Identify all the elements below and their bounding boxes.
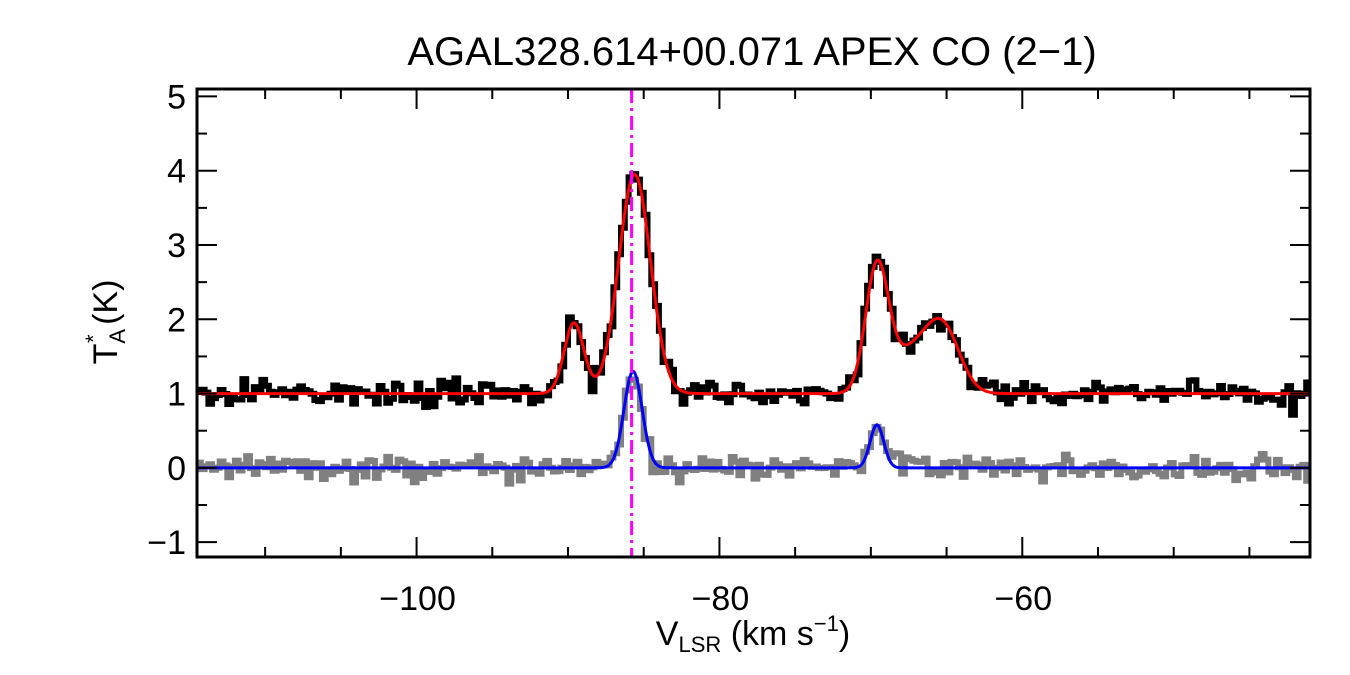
x-axis-label-close: )	[839, 615, 850, 653]
y-axis-label-sub: A	[105, 329, 130, 344]
series-layer	[197, 171, 1310, 487]
y-tick-label: −1	[147, 524, 186, 562]
y-tick-label: 0	[167, 450, 186, 488]
x-axis-label-rest: (km s	[721, 615, 814, 653]
fit-line-3	[197, 369, 1310, 470]
x-axis-label-sup: −1	[814, 611, 839, 636]
y-tick-label: 2	[167, 301, 186, 339]
axis-ticks	[197, 89, 1310, 557]
y-tick-labels: −1 0 1 2 3 4 5	[147, 78, 186, 562]
x-tick-label: −100	[379, 580, 456, 618]
y-tick-label: 3	[167, 227, 186, 265]
y-tick-label: 5	[167, 78, 186, 116]
y-axis-label-sup: *	[81, 334, 106, 343]
y-axis-label-rest: (K)	[87, 280, 125, 335]
plot-area	[195, 87, 1312, 559]
fit-line-1	[197, 172, 1310, 396]
y-axis-label-main: T	[87, 344, 125, 365]
x-tick-label: −80	[692, 580, 750, 618]
y-axis-label: TA* (K)	[81, 280, 130, 365]
series-line-0	[197, 171, 1310, 418]
y-tick-label: 4	[167, 153, 186, 191]
x-tick-labels: −100 −80 −60	[379, 580, 1052, 618]
x-axis-label-main: V	[656, 615, 679, 653]
plot-frame	[195, 87, 1312, 559]
y-tick-label: 1	[167, 376, 186, 414]
x-axis-label: VLSR (km s−1)	[656, 611, 850, 657]
x-tick-label: −60	[994, 580, 1052, 618]
chart-title: AGAL328.614+00.071 APEX CO (2−1)	[407, 30, 1096, 74]
x-axis-label-sub: LSR	[678, 632, 721, 657]
